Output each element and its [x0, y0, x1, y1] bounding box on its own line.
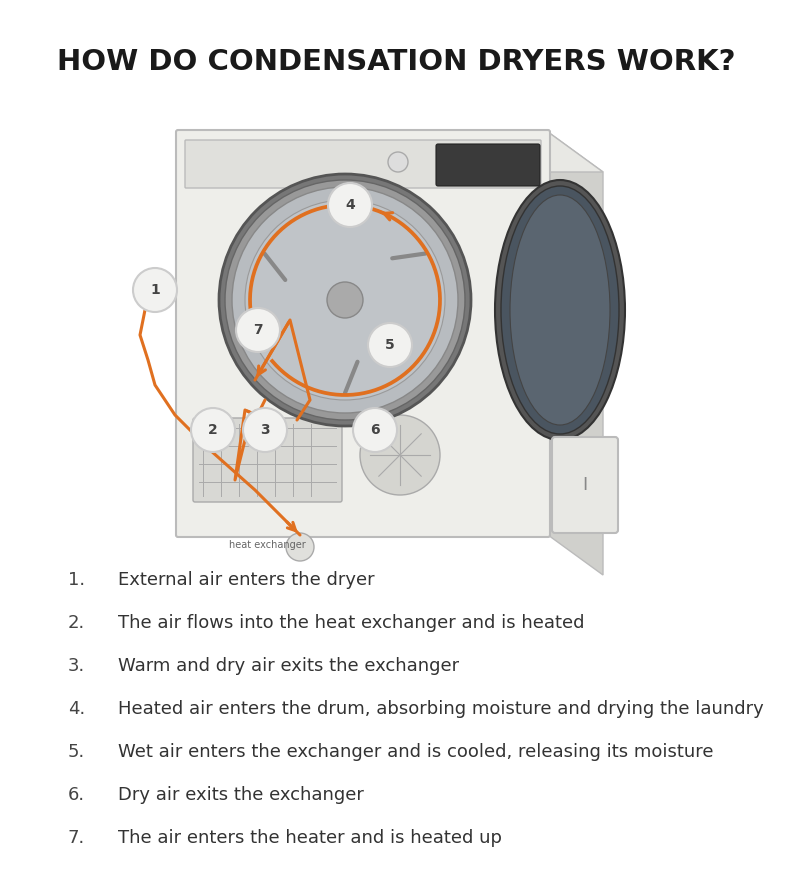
Circle shape — [232, 187, 458, 413]
Circle shape — [328, 183, 372, 227]
Text: I: I — [582, 476, 588, 494]
Text: Wet air enters the exchanger and is cooled, releasing its moisture: Wet air enters the exchanger and is cool… — [118, 743, 714, 761]
Text: 5.: 5. — [68, 743, 85, 761]
Circle shape — [245, 200, 445, 400]
Ellipse shape — [510, 195, 610, 425]
Polygon shape — [548, 132, 603, 575]
Text: 5: 5 — [385, 338, 395, 352]
Circle shape — [286, 533, 314, 561]
Ellipse shape — [495, 180, 625, 440]
Text: 1: 1 — [150, 283, 160, 297]
Circle shape — [353, 408, 397, 452]
Text: Warm and dry air exits the exchanger: Warm and dry air exits the exchanger — [118, 657, 459, 675]
Text: Heated air enters the drum, absorbing moisture and drying the laundry: Heated air enters the drum, absorbing mo… — [118, 700, 763, 718]
Circle shape — [219, 174, 471, 426]
Circle shape — [225, 180, 465, 420]
Text: The air flows into the heat exchanger and is heated: The air flows into the heat exchanger an… — [118, 614, 584, 632]
Circle shape — [243, 408, 287, 452]
Polygon shape — [178, 132, 603, 172]
Text: 2: 2 — [208, 423, 218, 437]
FancyBboxPatch shape — [176, 130, 550, 537]
Text: 6.: 6. — [68, 786, 85, 804]
Circle shape — [388, 152, 408, 172]
Text: 4.: 4. — [68, 700, 85, 718]
Text: heat exchanger: heat exchanger — [229, 540, 306, 550]
Text: 7: 7 — [253, 323, 263, 337]
Text: 3: 3 — [261, 423, 270, 437]
FancyBboxPatch shape — [193, 418, 342, 502]
Circle shape — [368, 323, 412, 367]
FancyBboxPatch shape — [185, 140, 541, 188]
Text: The air enters the heater and is heated up: The air enters the heater and is heated … — [118, 829, 502, 847]
Text: 1.: 1. — [68, 571, 85, 589]
Text: 3.: 3. — [68, 657, 85, 675]
Circle shape — [150, 285, 160, 295]
Text: Dry air exits the exchanger: Dry air exits the exchanger — [118, 786, 364, 804]
Circle shape — [133, 268, 177, 312]
Circle shape — [236, 308, 280, 352]
Circle shape — [360, 415, 440, 495]
Ellipse shape — [501, 186, 619, 434]
Text: 6: 6 — [370, 423, 380, 437]
Text: External air enters the dryer: External air enters the dryer — [118, 571, 375, 589]
Text: 2.: 2. — [68, 614, 85, 632]
Text: 4: 4 — [345, 198, 355, 212]
Circle shape — [327, 282, 363, 318]
Text: 7.: 7. — [68, 829, 85, 847]
FancyBboxPatch shape — [436, 144, 540, 186]
Text: HOW DO CONDENSATION DRYERS WORK?: HOW DO CONDENSATION DRYERS WORK? — [57, 48, 735, 76]
Circle shape — [191, 408, 235, 452]
FancyBboxPatch shape — [552, 437, 618, 533]
